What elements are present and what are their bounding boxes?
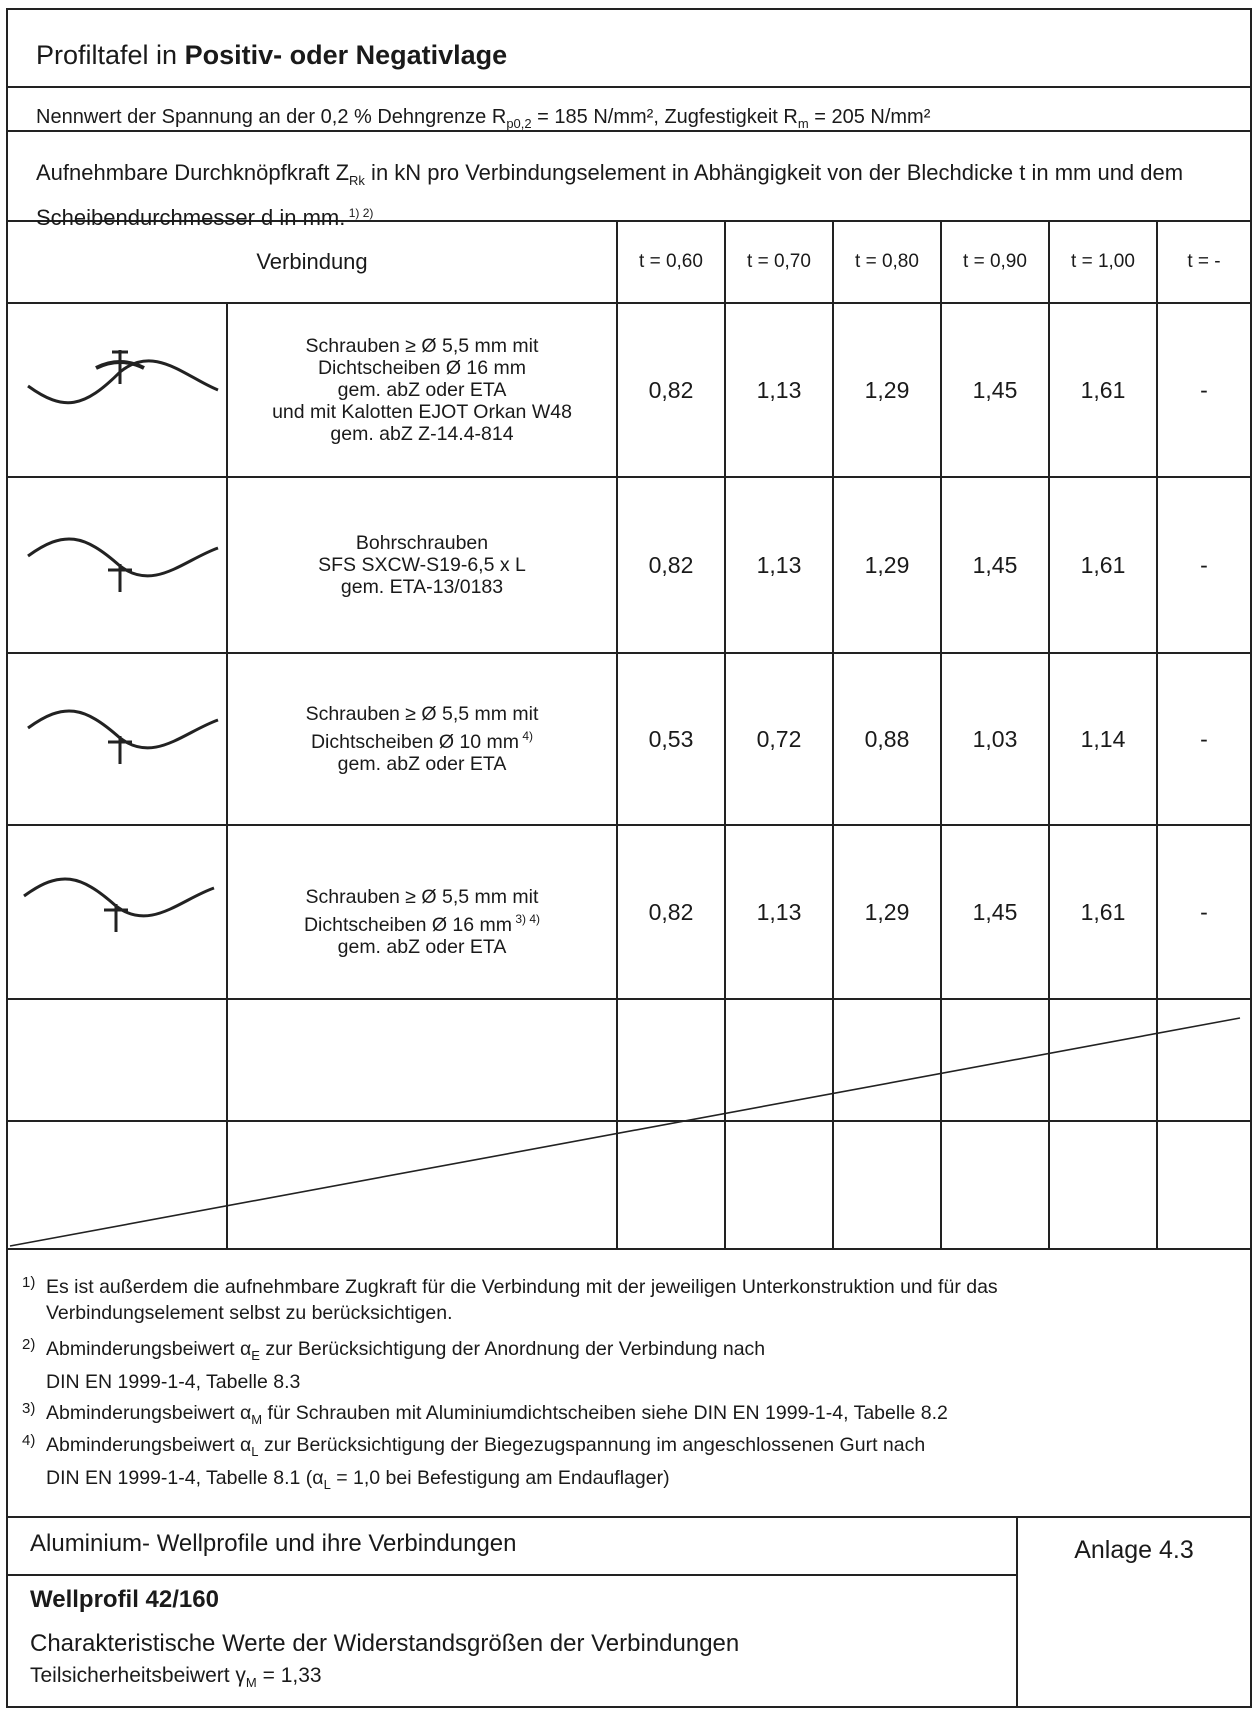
row-4-description: Schrauben ≥ Ø 5,5 mm mit Dichtscheiben Ø … (303, 886, 541, 958)
row-3-value: 1,03 (972, 725, 1018, 752)
col-header-t-blank: t = - (1187, 251, 1221, 272)
stress-values: Nennwert der Spannung an der 0,2 % Dehng… (36, 106, 931, 131)
row-1-value: 1,61 (1080, 376, 1126, 403)
footnote-4: 4) Abminderungsbeiwert αL zur Berücksich… (22, 1432, 926, 1492)
rule (8, 652, 1250, 654)
row-2-value: 1,29 (864, 551, 910, 578)
row-3-value: - (1200, 725, 1208, 752)
row-4-value: 1,61 (1080, 898, 1126, 925)
rule (8, 1120, 1250, 1122)
rule (8, 998, 1250, 1000)
corrugated-sheet-bottom-screw-icon (27, 709, 219, 764)
row-2-value: 0,82 (648, 551, 694, 578)
rule (8, 302, 1250, 304)
footer-subtitle: Charakteristische Werte der Widerstandsg… (30, 1630, 740, 1657)
row-1-value: 0,82 (648, 376, 694, 403)
rule (8, 476, 1250, 478)
row-1-value: 1,13 (756, 376, 802, 403)
rule (8, 86, 1250, 88)
row-2-value: 1,13 (756, 551, 802, 578)
row-1-description: Schrauben ≥ Ø 5,5 mm mit Dichtscheiben Ø … (272, 335, 572, 445)
col-rule (832, 220, 834, 1248)
row-2-value: 1,61 (1080, 551, 1126, 578)
table-description: Aufnehmbare Durchknöpfkraft ZRk in kN pr… (36, 160, 1184, 230)
row-3-value: 0,72 (756, 725, 802, 752)
rule (8, 824, 1250, 826)
page-title: Profiltafel in Positiv- oder Negativlage (36, 40, 508, 70)
col-header-verbindung: Verbindung (256, 249, 368, 274)
row-4-value: - (1200, 898, 1208, 925)
row-2-value: 1,45 (972, 551, 1018, 578)
row-3-value: 1,14 (1080, 725, 1126, 752)
corrugated-sheet-top-screw-calotte-icon (27, 350, 219, 405)
col-rule (226, 302, 228, 1248)
row-3-value: 0,88 (864, 725, 910, 752)
footnote-1: 1) Es ist außerdem die aufnehmbare Zugkr… (22, 1274, 998, 1324)
document-frame: Profiltafel in Positiv- oder Negativlage… (6, 8, 1252, 1708)
col-header-t090: t = 0,90 (963, 251, 1027, 272)
row-4-value: 0,82 (648, 898, 694, 925)
footnote-2: 2) Abminderungsbeiwert αE zur Berücksich… (22, 1336, 766, 1393)
footer-rule (1016, 1516, 1018, 1706)
col-header-t070: t = 0,70 (747, 251, 811, 272)
rule (8, 1516, 1250, 1518)
row-3-description: Schrauben ≥ Ø 5,5 mm mit Dichtscheiben Ø … (305, 703, 539, 775)
col-header-t100: t = 1,00 (1071, 251, 1135, 272)
row-1-value: 1,45 (972, 376, 1018, 403)
row-4-value: 1,29 (864, 898, 910, 925)
annex-number: Anlage 4.3 (1074, 1535, 1194, 1564)
rule (8, 1248, 1250, 1250)
row-3-value: 0,53 (648, 725, 694, 752)
rule (8, 220, 1250, 222)
col-header-t060: t = 0,60 (639, 251, 703, 272)
row-4-value: 1,45 (972, 898, 1018, 925)
rule (8, 130, 1250, 132)
col-rule (1048, 220, 1050, 1248)
rule (8, 1574, 1016, 1576)
col-rule (940, 220, 942, 1248)
row-1-value: 1,29 (864, 376, 910, 403)
footer-series: Aluminium- Wellprofile und ihre Verbindu… (30, 1530, 517, 1557)
footer-profile: Wellprofil 42/160 (30, 1586, 219, 1613)
footnote-3: 3) Abminderungsbeiwert αM für Schrauben … (22, 1400, 948, 1427)
col-rule (616, 220, 618, 1248)
col-header-t080: t = 0,80 (855, 251, 919, 272)
row-2-value: - (1200, 551, 1208, 578)
footer-safety-factor: Teilsicherheitsbeiwert γM = 1,33 (30, 1664, 322, 1690)
row-4-value: 1,13 (756, 898, 802, 925)
corrugated-sheet-bottom-screw-icon (23, 877, 215, 932)
diagonal-strike (9, 1017, 1241, 1247)
col-rule (724, 220, 726, 1248)
col-rule (1156, 220, 1158, 1248)
row-1-value: - (1200, 376, 1208, 403)
corrugated-sheet-bottom-screw-icon (27, 537, 219, 592)
